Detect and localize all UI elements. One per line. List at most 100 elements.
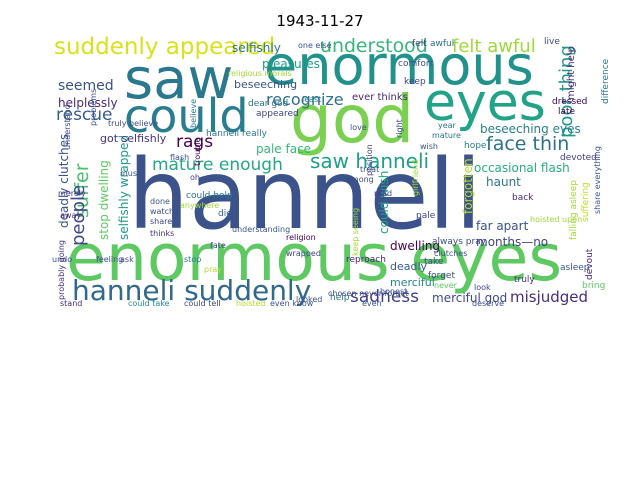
word-among: among: [346, 175, 374, 184]
word-one-else: one else: [298, 41, 332, 50]
word-wrapped: wrapped: [286, 249, 321, 258]
word-eyes: eyes: [424, 73, 546, 133]
word-helplessly: helplessly: [58, 96, 118, 110]
word-look: look: [474, 283, 491, 292]
word-could-take: could take: [128, 299, 170, 308]
word-selfishly: selfishly: [232, 41, 281, 55]
word-enormous-eyes: enormous eyes: [66, 221, 562, 296]
word-die: die: [218, 209, 232, 219]
word-might-help: might help: [566, 46, 577, 100]
word-beseeching: beseeching: [234, 78, 297, 91]
word-flash: flash: [170, 153, 189, 162]
word-even: even: [362, 299, 382, 308]
word-hoisted: hoisted: [236, 299, 266, 308]
word-treat: treat: [360, 165, 379, 174]
word-felt-awful: felt awful: [452, 36, 536, 57]
word-trouble: trouble: [193, 137, 202, 166]
word-god: god: [290, 81, 414, 158]
word-position: position: [365, 144, 374, 176]
word-watch: watch: [150, 207, 174, 216]
word-could: could: [124, 89, 249, 143]
word-problems: problems: [89, 89, 98, 126]
word-year: year: [438, 121, 457, 130]
word-rescue: rescue: [56, 105, 113, 125]
word-honest: honest: [380, 287, 407, 296]
word-deserve: deserve: [472, 299, 504, 308]
word-merely: merely: [58, 189, 86, 198]
word-thinks: thinks: [150, 229, 174, 238]
word-rags: rags: [176, 132, 213, 152]
word-probably-going: probably going: [57, 240, 66, 300]
word-deadly: deadly: [390, 260, 428, 273]
word-enormous: enormous: [264, 34, 534, 97]
word-anywhere: anywhere: [180, 201, 219, 210]
word-religious-morals: religious morals: [228, 69, 292, 78]
word-hanneli-really: hanneli really: [206, 129, 268, 139]
word-share: share: [150, 217, 172, 226]
word-take: take: [424, 257, 444, 267]
word-religion: religion: [286, 233, 316, 242]
word-must: must: [120, 169, 140, 178]
word-could-tell: could tell: [184, 299, 221, 308]
word-always-pray: always pray: [432, 237, 487, 247]
word-right: right: [395, 119, 404, 138]
word-hope: hope: [464, 141, 487, 151]
word-dear-god: dear god: [248, 99, 288, 109]
word-saw: saw: [124, 47, 233, 112]
word-hoisted-upon: hoisted upon: [530, 215, 582, 224]
word-months-no: months—no: [476, 235, 548, 249]
word-could-wish: could wish: [377, 171, 391, 234]
word-stop: stop: [184, 255, 201, 264]
word-pray: pray: [204, 265, 222, 274]
word-face-thin: face thin: [486, 133, 569, 155]
word-stand: stand: [60, 299, 82, 308]
word-mature: mature: [432, 131, 461, 140]
word-sadness: sadness: [350, 287, 419, 307]
word-felt: felt: [412, 39, 427, 49]
word-misjudged: misjudged: [510, 288, 588, 306]
word-back: back: [512, 193, 534, 203]
word-difference: difference: [601, 58, 611, 104]
word-got-selfishly: got selfishly: [100, 132, 167, 145]
word-hanneli: hanneli: [128, 139, 482, 251]
word-pale: pale: [416, 211, 436, 221]
word-hanneli-suddenly: hanneli suddenly: [72, 274, 311, 307]
word-appeared: appeared: [256, 109, 299, 119]
word-least: least: [302, 95, 321, 104]
word-girlfriend: girlfriend: [411, 160, 420, 196]
word-awful: awful: [430, 39, 454, 49]
word-far-apart: far apart: [476, 219, 529, 233]
word-truly: truly: [514, 275, 535, 285]
word-seemed: seemed: [58, 78, 114, 94]
word-poor-thing: poor thing: [556, 45, 577, 138]
word-could-help: could help: [186, 191, 233, 201]
word-clutches: clutches: [434, 249, 467, 258]
word-chosen-never-forget: chosen never forget: [328, 289, 409, 298]
word-asleep: asleep: [560, 263, 590, 273]
word-help: help: [330, 293, 350, 303]
word-away: away: [60, 211, 81, 220]
word-live: live: [544, 37, 560, 47]
word-dwelling: dwelling: [390, 239, 440, 253]
word-done: done: [150, 197, 170, 206]
word-even-know: even know: [270, 299, 314, 308]
word-fate: fate: [210, 241, 226, 250]
word-reproach: reproach: [346, 255, 386, 265]
word-dressed: dressed: [552, 97, 587, 107]
word-wish: wish: [420, 142, 438, 151]
word-suddenly-appeared: suddenly appeared: [54, 34, 275, 60]
word-ask: ask: [120, 255, 134, 264]
word-suffering: suffering: [581, 182, 591, 222]
word-comfort: comfort: [398, 59, 434, 69]
word-deadly-clutches: deadly clutches: [57, 134, 71, 228]
word-beseeching-eyes: beseeching eyes: [480, 122, 581, 136]
word-merciful: merciful: [390, 276, 435, 289]
word-selfishly-wrapped: selfishly wrapped: [117, 135, 131, 240]
word-forgotten: forgotten: [461, 158, 475, 214]
word-devout: devout: [585, 248, 595, 280]
word-forget: forget: [428, 271, 455, 281]
word-share-everything: share everything: [593, 146, 602, 214]
word-understand: understand: [63, 104, 72, 150]
word-saw-hanneli: saw hanneli: [310, 149, 429, 173]
word-occasional-flash: occasional flash: [474, 161, 570, 175]
